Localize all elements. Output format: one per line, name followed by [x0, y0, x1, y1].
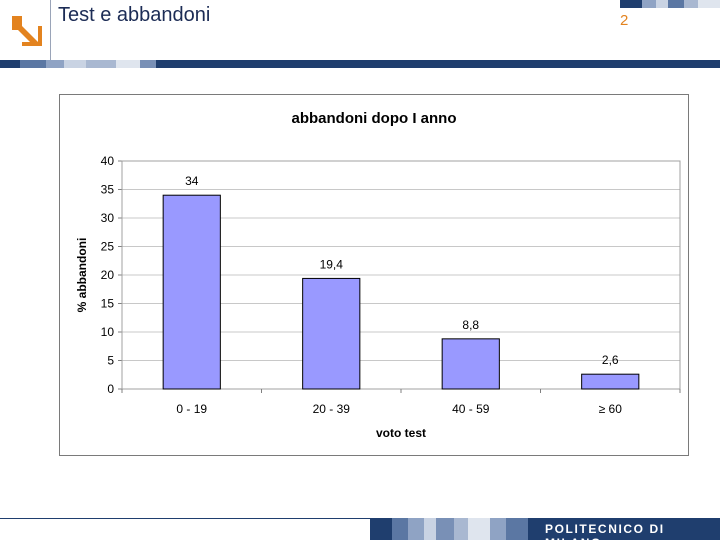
- arrow-down-right-icon: [12, 16, 42, 46]
- y-tick-label: 30: [101, 211, 115, 225]
- header-stripe: [642, 0, 656, 8]
- page-number: 2: [620, 12, 629, 29]
- header-bar: [0, 60, 720, 68]
- footer-line: [0, 518, 720, 519]
- data-label: 34: [185, 174, 199, 188]
- y-tick-label: 0: [107, 382, 114, 396]
- y-axis-label: % abbandoni: [75, 238, 89, 313]
- x-tick-label: ≥ 60: [599, 402, 623, 416]
- header-stripe: [656, 0, 668, 8]
- y-tick-label: 40: [101, 154, 115, 168]
- y-tick-label: 15: [101, 297, 115, 311]
- x-axis-label: voto test: [376, 426, 426, 440]
- bar: [441, 338, 500, 390]
- data-label: 19,4: [320, 257, 344, 271]
- x-tick-label: 20 - 39: [313, 402, 351, 416]
- y-tick-label: 20: [101, 268, 115, 282]
- y-tick-label: 10: [101, 325, 115, 339]
- y-tick-label: 35: [101, 183, 115, 197]
- chart-frame: abbandoni dopo I anno % abbandoni voto t…: [59, 94, 689, 456]
- header-stripe: [684, 0, 698, 8]
- bar-chart: abbandoni dopo I anno % abbandoni voto t…: [75, 110, 681, 440]
- footer-bar: [370, 518, 720, 540]
- institution-name: POLITECNICO DI MILANO: [545, 522, 665, 550]
- header-stripe: [620, 0, 642, 8]
- chart-title: abbandoni dopo I anno: [292, 110, 457, 127]
- x-tick-label: 0 - 19: [176, 402, 207, 416]
- data-label: 8,8: [462, 318, 479, 332]
- header-divider: [50, 0, 51, 60]
- header-stripe: [698, 0, 720, 8]
- bar: [162, 194, 221, 390]
- page-title: Test e abbandoni: [58, 4, 211, 26]
- x-tick-label: 40 - 59: [452, 402, 490, 416]
- y-tick-label: 5: [107, 354, 114, 368]
- header-stripe: [668, 0, 684, 8]
- bar: [302, 277, 361, 390]
- y-tick-label: 25: [101, 240, 115, 254]
- data-label: 2,6: [602, 353, 619, 367]
- bar: [581, 373, 640, 390]
